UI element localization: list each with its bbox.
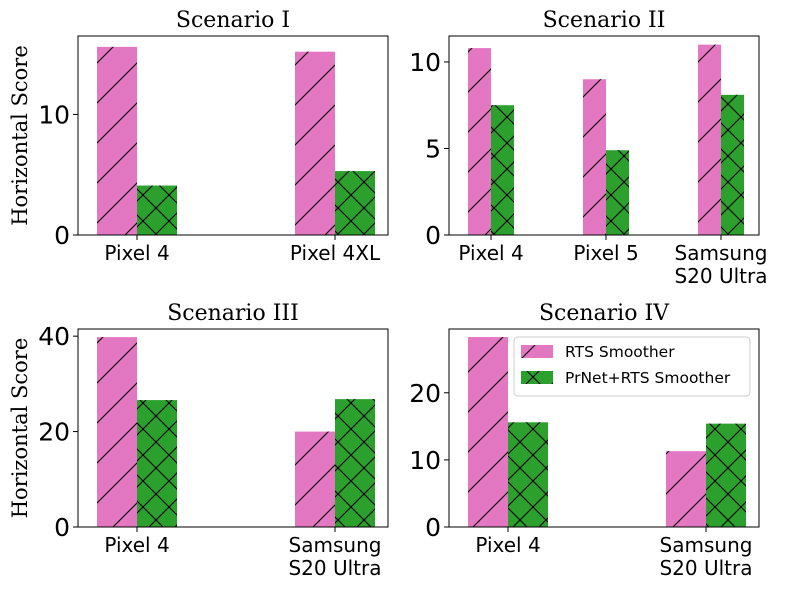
axes-frame [77,328,389,528]
legend: RTS Smoother PrNet+RTS Smoother [513,336,751,397]
chart-title: Scenario III [167,301,299,326]
bar-hatch-rts-3 [698,44,721,235]
chart-title: Scenario II [543,8,666,33]
x-tick-label: Samsung S20 Ultra [288,533,381,580]
bar-hatch-prnet-2 [335,171,375,235]
bar-hatch-rts-1 [468,337,508,527]
bar-hatch-rts-2 [295,51,335,235]
y-tick-label: 0 [425,513,441,542]
chart-panel-1: 0 10 Pixel 4 Pixel 4XL Scenario I Horizontal … [8,8,389,265]
chart-panel-3: 0 20 40 Pixel 4 Samsung S20 Ultra Scenario III… [8,301,389,580]
bar-hatch-prnet-1 [491,105,514,235]
bar-hatch-prnet-2 [606,150,629,235]
legend-label: RTS Smoother [565,343,675,361]
bar-hatch-rts-2 [583,79,606,236]
legend-label: PrNet+RTS Smoother [565,369,731,387]
bar-hatch-rts-1 [97,337,137,527]
bar-hatch-rts-2 [666,451,706,527]
y-tick-label: 10 [409,48,441,77]
bar-hatch-prnet-1 [137,185,177,235]
axes-frame [448,35,760,236]
bar-hatch-rts-1 [468,48,491,236]
legend-swatch-hatch [521,345,553,358]
y-tick-label: 10 [409,446,441,475]
x-tick-label: Samsung S20 Ultra [674,241,767,288]
legend-box [513,336,751,397]
chart-panel-4: 0 10 20 Pixel 4 Samsung S20 Ultra Scenario IV R… [409,301,760,580]
bar-hatch-rts-1 [97,46,137,235]
bar-hatch-rts-2 [295,431,335,527]
x-tick-label: Pixel 4 [104,241,169,265]
legend-swatch-hatch [521,371,553,384]
y-tick-label: 0 [425,221,441,250]
axes-frame [77,35,389,236]
chart-title: Scenario I [176,8,290,33]
bar-hatch-prnet-2 [335,399,375,527]
y-tick-label: 5 [425,134,441,163]
y-tick-label: 20 [38,418,70,447]
y-tick-label: 0 [54,513,70,542]
x-tick-label: Pixel 4 [458,241,523,265]
y-axis-label: Horizontal Score [8,338,32,519]
y-tick-label: 0 [54,221,70,250]
axes-frame [448,328,760,528]
x-tick-label: Pixel 4 [104,533,169,557]
y-tick-label: 10 [38,100,70,129]
x-tick-label: Samsung S20 Ultra [659,533,752,580]
x-tick-label: Pixel 5 [573,241,638,265]
chart-panel-2: 0 5 10 Pixel 4 Pixel 5 Samsung S20 Ultra Scenar… [409,8,767,288]
bar-hatch-prnet-2 [706,423,746,527]
y-tick-label: 40 [38,322,70,351]
chart-title: Scenario IV [539,301,670,326]
x-tick-label: Pixel 4 [475,533,540,557]
bar-hatch-prnet-1 [508,422,548,527]
y-axis-label: Horizontal Score [8,45,32,226]
bar-hatch-prnet-3 [721,94,744,236]
bar-hatch-prnet-1 [137,400,177,527]
x-tick-label: Pixel 4XL [290,241,381,265]
y-tick-label: 20 [409,379,441,408]
